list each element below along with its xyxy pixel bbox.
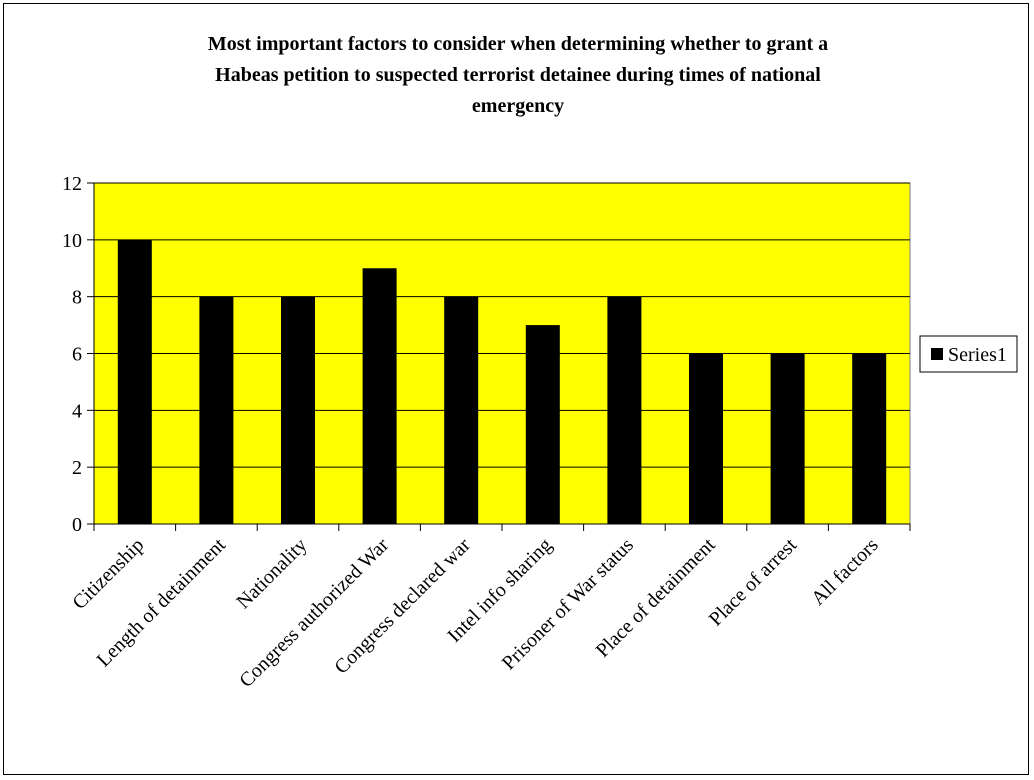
bar [607, 296, 642, 524]
bar [525, 325, 560, 524]
chart-title-line: emergency [472, 95, 564, 117]
y-tick-label: 2 [72, 457, 82, 479]
bar [281, 296, 315, 524]
x-category-label: Congress authorized War [235, 534, 393, 692]
x-category-label: Citizenship [68, 534, 148, 614]
legend: Series1 [919, 335, 1018, 373]
bar [852, 353, 887, 524]
chart-title: Most important factors to consider when … [208, 33, 828, 117]
chart-title-line: Most important factors to consider when … [208, 33, 828, 55]
bar [199, 296, 234, 524]
legend-swatch [931, 348, 943, 360]
y-tick-label: 8 [72, 287, 82, 309]
bars [117, 239, 887, 525]
y-tick-label: 4 [72, 400, 82, 422]
x-category-label: All factors [807, 534, 883, 610]
axes [87, 182, 911, 531]
y-tick-label: 0 [72, 514, 82, 536]
bar [444, 296, 479, 524]
x-category-label: Place of arrest [705, 534, 802, 631]
x-category-label: Congress declared war [330, 534, 475, 679]
legend-label: Series1 [948, 344, 1007, 366]
chart-title-line: Habeas petition to suspected terrorist d… [215, 64, 821, 86]
bar [117, 239, 152, 525]
y-tick-label: 6 [72, 344, 82, 366]
y-tick-label: 12 [62, 173, 82, 195]
x-category-label: Nationality [232, 534, 311, 613]
y-axis-ticks: 0 2 4 6 8 10 12 [62, 173, 82, 536]
bar [770, 353, 805, 524]
bar [362, 268, 397, 524]
y-tick-label: 10 [62, 230, 82, 252]
bar [689, 353, 723, 524]
